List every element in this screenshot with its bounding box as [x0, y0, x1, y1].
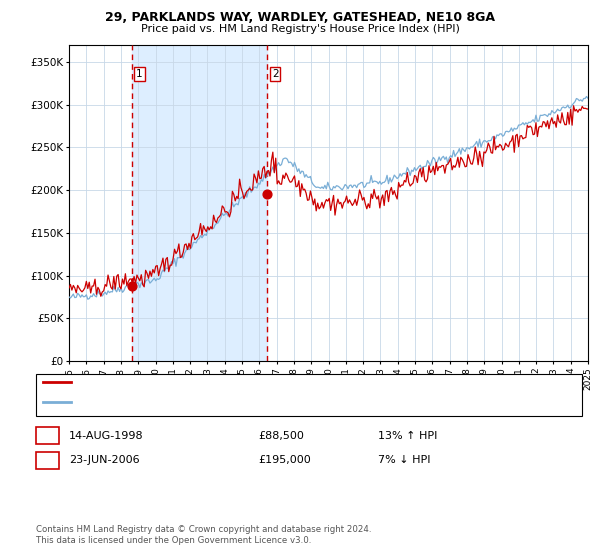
- Text: 29, PARKLANDS WAY, WARDLEY, GATESHEAD, NE10 8GA: 29, PARKLANDS WAY, WARDLEY, GATESHEAD, N…: [105, 11, 495, 24]
- Text: 29, PARKLANDS WAY, WARDLEY, GATESHEAD, NE10 8GA (detached house): 29, PARKLANDS WAY, WARDLEY, GATESHEAD, N…: [75, 377, 440, 387]
- Text: Price paid vs. HM Land Registry's House Price Index (HPI): Price paid vs. HM Land Registry's House …: [140, 24, 460, 34]
- Point: [263, 190, 272, 199]
- Text: Contains HM Land Registry data © Crown copyright and database right 2024.
This d: Contains HM Land Registry data © Crown c…: [36, 525, 371, 545]
- Text: HPI: Average price, detached house, Gateshead: HPI: Average price, detached house, Gate…: [75, 398, 309, 407]
- Text: 13% ↑ HPI: 13% ↑ HPI: [378, 431, 437, 441]
- Text: 2: 2: [44, 455, 51, 465]
- Bar: [131, 45, 268, 361]
- Text: 23-JUN-2006: 23-JUN-2006: [69, 455, 140, 465]
- Text: 7% ↓ HPI: 7% ↓ HPI: [378, 455, 430, 465]
- Text: 1: 1: [44, 431, 51, 441]
- Text: 2: 2: [272, 69, 278, 79]
- Text: 1: 1: [136, 69, 143, 79]
- Text: £88,500: £88,500: [258, 431, 304, 441]
- Text: 14-AUG-1998: 14-AUG-1998: [69, 431, 143, 441]
- Point: [127, 281, 136, 290]
- Text: £195,000: £195,000: [258, 455, 311, 465]
